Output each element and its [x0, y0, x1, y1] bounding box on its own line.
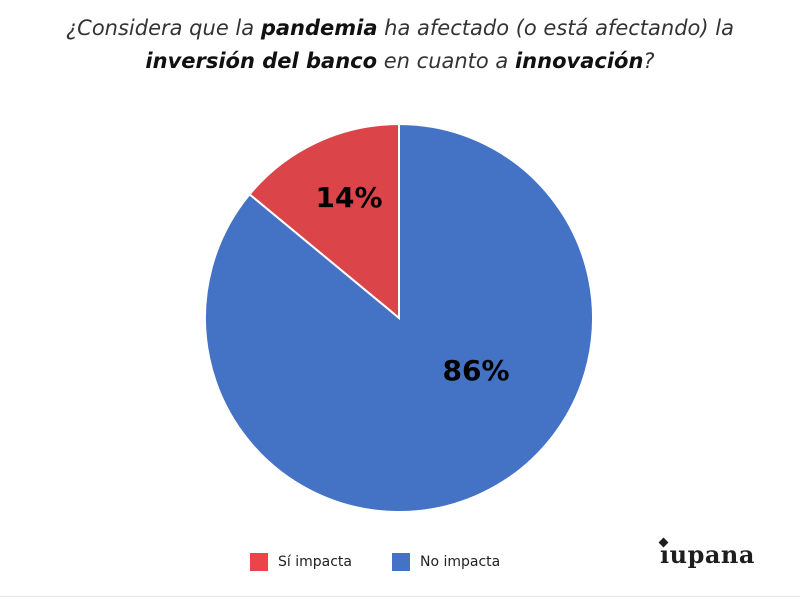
bottom-divider	[0, 596, 800, 597]
title-line-2-segment-3: ?	[643, 49, 655, 73]
iupana-logo: ıupana	[660, 540, 755, 569]
title-line-1-segment-2: ha afectado (o está afectando) la	[377, 16, 734, 40]
title-line-2-segment-2: innovación	[514, 49, 644, 73]
legend-label-no-impacta: No impacta	[420, 554, 501, 570]
title-line-2-segment-0: inversión del banco	[145, 49, 378, 73]
legend-item-si-impacta: Sí impacta	[250, 553, 352, 571]
legend-label-si-impacta: Sí impacta	[278, 554, 352, 570]
title-line-1-segment-0: ¿Considera que la	[66, 16, 261, 40]
legend-item-no-impacta: No impacta	[392, 553, 500, 571]
chart-title: ¿Considera que la pandemia ha afectado (…	[0, 12, 800, 78]
pie-slice-s-impacta	[248, 122, 400, 321]
legend: Sí impacta No impacta	[250, 552, 540, 572]
legend-swatch-si-impacta	[250, 553, 268, 571]
chart-title-line-1: ¿Considera que la pandemia ha afectado (…	[0, 12, 800, 45]
pie-slice-label-1: 86%	[442, 354, 509, 387]
pie-slice-no-impacta	[204, 122, 594, 513]
title-line-2-segment-1: en cuanto a	[377, 49, 515, 73]
chart-title-line-2: inversión del banco en cuanto a innovaci…	[0, 45, 800, 78]
title-line-1-segment-1: pandemia	[260, 16, 378, 40]
pie-slice-labels: 14% 86%	[315, 181, 509, 387]
pie-slice-label-0: 14%	[315, 181, 382, 214]
pie-slices	[204, 122, 594, 513]
legend-swatch-no-impacta	[392, 553, 410, 571]
